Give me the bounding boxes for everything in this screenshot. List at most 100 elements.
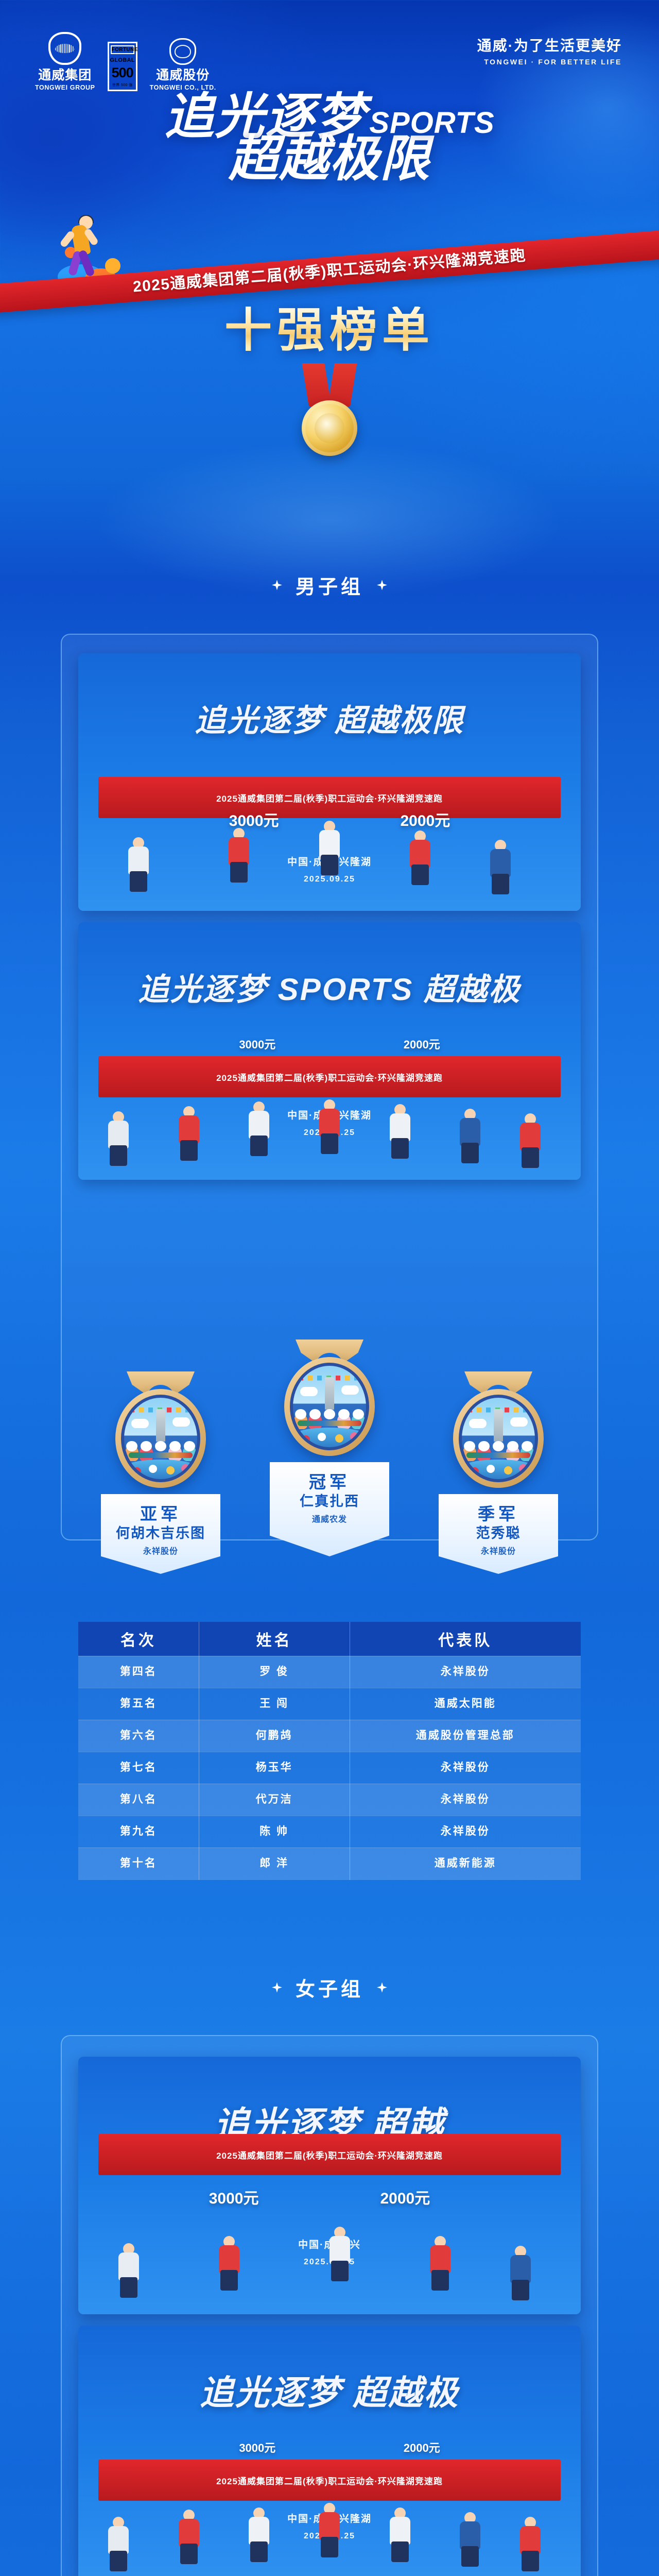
men-podium: 亚军 何胡木吉乐图 永祥股份 bbox=[78, 1340, 581, 1628]
medal-disc-icon bbox=[302, 400, 357, 456]
men-podium-third-name: 范秀聪 bbox=[476, 1525, 521, 1541]
men-photo-1-date: 2025.09.25 bbox=[303, 875, 356, 884]
women-photo-2-prize-left: 3000元 bbox=[239, 2442, 276, 2454]
men-podium-second-rank: 亚军 bbox=[140, 1504, 181, 1523]
men-podium-third-rank: 季军 bbox=[478, 1504, 519, 1523]
tongwei-group-logo-en: TONGWEI GROUP bbox=[35, 84, 95, 91]
cell-team: 永祥股份 bbox=[350, 1816, 581, 1848]
men-col-team: 代表队 bbox=[350, 1622, 581, 1656]
cell-rank: 第九名 bbox=[78, 1816, 199, 1848]
tongwei-group-logo-cn: 通威集团 bbox=[38, 68, 92, 82]
women-photo-1: 追光逐梦 超越 2025通威集团第二届(秋季)职工运动会·环兴隆湖竞速跑 300… bbox=[78, 2057, 581, 2314]
women-photo-2: 追光逐梦 超越极 2025通威集团第二届(秋季)职工运动会·环兴隆湖竞速跑 30… bbox=[78, 2326, 581, 2576]
tongwei-seal-icon bbox=[169, 38, 197, 65]
women-photo-2-prize-right: 2000元 bbox=[403, 2442, 440, 2454]
tongwei-cloud-icon bbox=[48, 32, 82, 65]
cell-team: 永祥股份 bbox=[350, 1656, 581, 1688]
men-col-name: 姓名 bbox=[199, 1622, 350, 1656]
cell-rank: 第四名 bbox=[78, 1656, 199, 1688]
cell-rank: 第十名 bbox=[78, 1848, 199, 1880]
cell-name: 郎 洋 bbox=[199, 1848, 350, 1880]
men-photo-2-prize-left: 3000元 bbox=[239, 1038, 276, 1051]
men-medal-third-icon bbox=[448, 1371, 549, 1489]
title-line-2: 超越极限 bbox=[229, 131, 430, 187]
men-table-header-row: 名次 姓名 代表队 bbox=[78, 1622, 581, 1656]
men-photo-2-people bbox=[78, 1061, 581, 1180]
men-podium-first-team: 通威农发 bbox=[311, 1515, 347, 1524]
men-podium-third: 季军 范秀聪 永祥股份 bbox=[421, 1371, 576, 1574]
table-row: 第六名 何鹏鸪 通威股份管理总部 bbox=[78, 1720, 581, 1752]
men-photo-1-people bbox=[78, 792, 581, 911]
men-table-body: 第四名罗 俊永祥股份 第五名王 闯通威太阳能 第六名 何鹏鸪 通威股份管理总部 第七名 杨玉… bbox=[78, 1656, 581, 1880]
cell-name: 杨玉华 bbox=[199, 1752, 350, 1784]
men-photo-2: 追光逐梦 SPORTS 超越极 2025通威集团第二届(秋季)职工运动会·环兴隆… bbox=[78, 922, 581, 1180]
page-header: 通威集团 TONGWEI GROUP FORTUNE GLOBAL 500 世界… bbox=[0, 0, 659, 91]
cell-name: 代万洁 bbox=[199, 1784, 350, 1816]
table-row: 第四名罗 俊永祥股份 bbox=[78, 1656, 581, 1688]
men-medal-first-icon bbox=[279, 1340, 380, 1457]
tongwei-group-logo: 通威集团 TONGWEI GROUP bbox=[35, 32, 95, 91]
women-photo-2-people bbox=[78, 2465, 581, 2576]
cell-team: 通威股份管理总部 bbox=[350, 1720, 581, 1752]
men-podium-third-team: 永祥股份 bbox=[480, 1547, 516, 1556]
men-photo-1-prize-left: 3000元 bbox=[229, 812, 279, 829]
hero-section: 追光逐梦 SPORTS 超越极限 2025通威集团第二届(秋季)职工运动会·环兴… bbox=[0, 85, 659, 456]
five-hundred-label: 500 bbox=[111, 64, 134, 80]
men-podium-second-team: 永祥股份 bbox=[143, 1547, 178, 1556]
cell-name: 王 闯 bbox=[199, 1688, 350, 1720]
men-podium-first-name: 仁真扎西 bbox=[300, 1493, 359, 1509]
global-label: GLOBAL bbox=[110, 57, 135, 63]
men-podium-second-plate: 亚军 何胡木吉乐图 永祥股份 bbox=[101, 1494, 220, 1574]
cell-name: 何鹏鸪 bbox=[199, 1720, 350, 1752]
men-photo-2-prize-right: 2000元 bbox=[403, 1038, 440, 1051]
section-heading-women-label: 女子组 bbox=[295, 1979, 363, 2001]
tongwei-co-logo: 通威股份 TONGWEI CO., LTD. bbox=[150, 38, 216, 91]
men-photo-1-prize-right: 2000元 bbox=[400, 812, 450, 829]
cell-team: 永祥股份 bbox=[350, 1752, 581, 1784]
table-row: 第七名 杨玉华 永祥股份 bbox=[78, 1752, 581, 1784]
men-photo-1-banner: 追光逐梦 超越极限 bbox=[195, 703, 464, 738]
men-col-rank: 名次 bbox=[78, 1622, 199, 1656]
table-row: 第八名 代万洁 永祥股份 bbox=[78, 1784, 581, 1816]
cell-team: 通威新能源 bbox=[350, 1848, 581, 1880]
section-heading-women: 女子组 bbox=[0, 1973, 659, 2002]
men-podium-second-name: 何胡木吉乐图 bbox=[116, 1525, 205, 1541]
title-line-1: 追光逐梦 bbox=[164, 89, 367, 144]
cell-rank: 第八名 bbox=[78, 1784, 199, 1816]
slogan-english: TONGWEI · FOR BETTER LIFE bbox=[484, 57, 622, 66]
diamond-icon-right-2 bbox=[377, 1982, 387, 1993]
fortune-global-500-badge: FORTUNE GLOBAL 500 世界 500 强 bbox=[107, 41, 137, 91]
women-photo-1-red-banner: 2025通威集团第二届(秋季)职工运动会·环兴隆湖竞速跑 bbox=[98, 2134, 561, 2175]
event-main-title: 追光逐梦 SPORTS 超越极限 bbox=[0, 89, 659, 187]
cell-name: 陈 帅 bbox=[199, 1816, 350, 1848]
table-row: 第九名陈 帅永祥股份 bbox=[78, 1816, 581, 1848]
event-ribbon-banner: 2025通威集团第二届(秋季)职工运动会·环兴隆湖竞速跑 bbox=[0, 230, 659, 313]
diamond-icon-left-2 bbox=[271, 1982, 282, 1993]
women-photo-1-prize-right: 2000元 bbox=[380, 2190, 430, 2207]
cell-rank: 第五名 bbox=[78, 1688, 199, 1720]
top10-title-wrap: 十强榜单 bbox=[0, 307, 659, 354]
men-podium-first-rank: 冠军 bbox=[309, 1472, 350, 1492]
diamond-icon-right bbox=[377, 580, 387, 590]
men-ranking-table: 名次 姓名 代表队 第四名罗 俊永祥股份 第五名王 闯通威太阳能 第六名 何鹏鸪 通威股… bbox=[78, 1622, 581, 1880]
diamond-icon-left bbox=[271, 580, 282, 590]
cell-team: 永祥股份 bbox=[350, 1784, 581, 1816]
cell-rank: 第七名 bbox=[78, 1752, 199, 1784]
tongwei-co-logo-cn: 通威股份 bbox=[156, 68, 210, 82]
fortune-label: FORTUNE bbox=[110, 45, 137, 54]
men-photo-2-banner: 追光逐梦 SPORTS 超越极 bbox=[138, 972, 521, 1007]
cell-team: 通威太阳能 bbox=[350, 1688, 581, 1720]
men-photo-1-red-banner: 2025通威集团第二届(秋季)职工运动会·环兴隆湖竞速跑 bbox=[98, 777, 561, 818]
slogan-chinese: 通威·为了生活更美好 bbox=[477, 38, 622, 54]
section-heading-men: 男子组 bbox=[0, 571, 659, 599]
table-row: 第五名王 闯通威太阳能 bbox=[78, 1688, 581, 1720]
men-medal-second-icon bbox=[110, 1371, 211, 1489]
men-podium-second: 亚军 何胡木吉乐图 永祥股份 bbox=[83, 1371, 238, 1574]
women-photo-1-prize-left: 3000元 bbox=[209, 2190, 259, 2207]
top10-title: 十强榜单 bbox=[0, 307, 659, 354]
men-podium-first: 冠军 仁真扎西 通威农发 bbox=[252, 1340, 407, 1556]
gold-medal-illustration bbox=[0, 363, 659, 466]
men-photo-2-red-banner: 2025通威集团第二届(秋季)职工运动会·环兴隆湖竞速跑 bbox=[98, 1056, 561, 1097]
women-photo-2-red-banner: 2025通威集团第二届(秋季)职工运动会·环兴隆湖竞速跑 bbox=[98, 2460, 561, 2501]
logo-group: 通威集团 TONGWEI GROUP FORTUNE GLOBAL 500 世界… bbox=[35, 32, 216, 91]
